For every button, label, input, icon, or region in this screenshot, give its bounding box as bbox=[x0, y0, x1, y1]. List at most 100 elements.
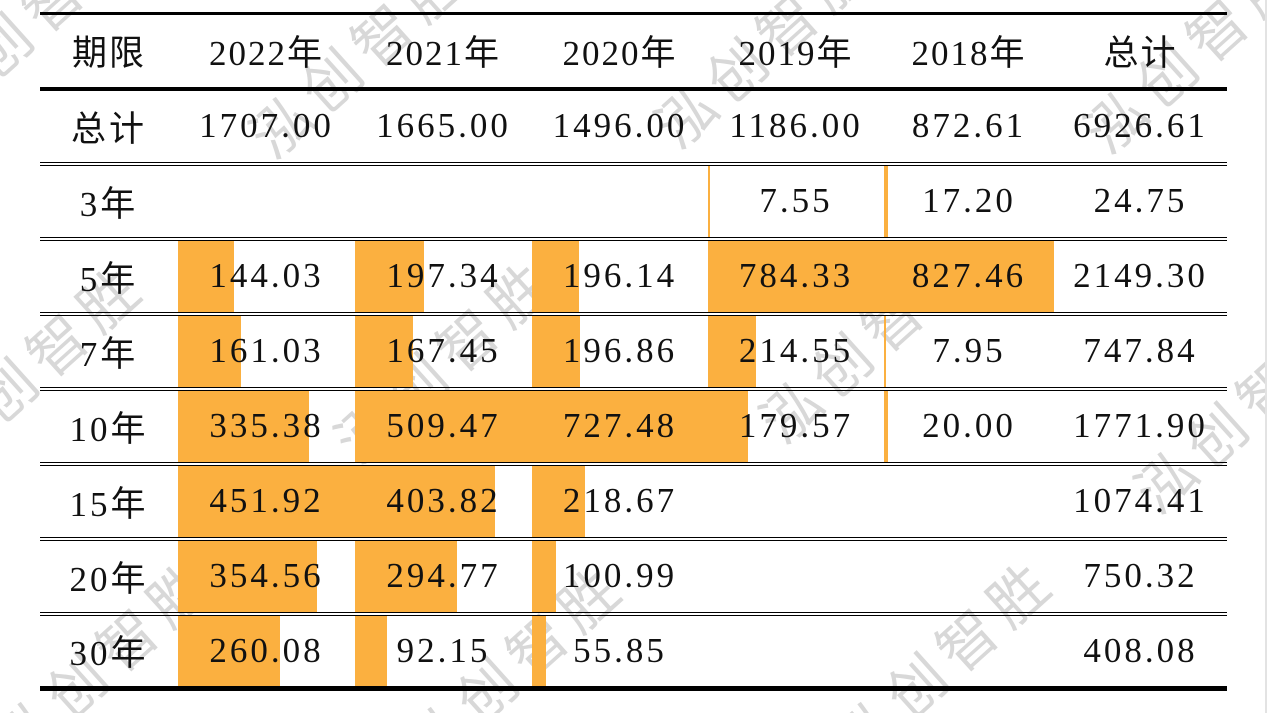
cell-3y-2018: 17.20 bbox=[884, 161, 1054, 239]
cell-value: 196.86 bbox=[562, 331, 678, 370]
col-header-term: 期限 bbox=[40, 13, 178, 91]
cell-15y-2018 bbox=[884, 461, 1054, 539]
col-header-label: 总计 bbox=[1103, 34, 1178, 74]
row-label: 7年 bbox=[40, 311, 178, 389]
data-bar bbox=[355, 467, 496, 537]
row-label-text: 3年 bbox=[79, 184, 139, 224]
cell-value: 750.32 bbox=[1083, 556, 1198, 595]
right-edge-line bbox=[1265, 0, 1267, 713]
row-label: 总计 bbox=[40, 89, 178, 164]
data-bar bbox=[884, 167, 888, 237]
cell-total-2021: 1665.00 bbox=[355, 89, 532, 164]
col-header-2019: 2019年 bbox=[708, 13, 884, 91]
cell-value: 17.20 bbox=[922, 181, 1016, 220]
cell-5y-2022: 144.03 bbox=[178, 236, 355, 314]
cell-10y-2020: 727.48 bbox=[532, 386, 708, 464]
row-label: 3年 bbox=[40, 161, 178, 239]
col-header-label: 2020年 bbox=[562, 34, 678, 74]
cell-30y-total: 408.08 bbox=[1054, 611, 1227, 689]
cell-5y-2018: 827.46 bbox=[884, 236, 1054, 314]
table-row-10y: 10年 335.38 509.47 727.48 179.57 20.00 17… bbox=[40, 386, 1227, 464]
col-header-2018: 2018年 bbox=[884, 13, 1054, 91]
row-label-text: 10年 bbox=[69, 409, 149, 449]
table-row-7y: 7年 161.03 167.45 196.86 214.55 7.95 747.… bbox=[40, 311, 1227, 389]
cell-value: 179.57 bbox=[738, 406, 854, 445]
data-bar bbox=[708, 392, 749, 462]
data-bar bbox=[178, 467, 355, 537]
cell-7y-2021: 167.45 bbox=[355, 311, 532, 389]
data-bar bbox=[178, 317, 242, 387]
cell-20y-2021: 294.77 bbox=[355, 536, 532, 614]
cell-value: 2149.30 bbox=[1073, 256, 1208, 295]
data-bar bbox=[532, 467, 585, 537]
cell-15y-2019 bbox=[708, 461, 884, 539]
data-bar bbox=[532, 542, 557, 612]
table-row-3y: 3年 7.55 17.20 24.75 bbox=[40, 161, 1227, 239]
cell-value: 100.99 bbox=[562, 556, 678, 595]
col-header-label: 2021年 bbox=[385, 34, 501, 74]
data-bar bbox=[355, 242, 424, 312]
data-bar bbox=[884, 317, 886, 387]
col-header-2022: 2022年 bbox=[178, 13, 355, 91]
cell-value: 451.92 bbox=[209, 481, 324, 520]
row-label-text: 总计 bbox=[70, 109, 147, 149]
row-label-text: 15年 bbox=[69, 484, 149, 524]
row-label-text: 7年 bbox=[79, 334, 139, 374]
cell-30y-2018 bbox=[884, 611, 1054, 689]
row-label-text: 5年 bbox=[79, 259, 139, 299]
table-row-20y: 20年 354.56 294.77 100.99 750.32 bbox=[40, 536, 1227, 614]
cell-10y-2021: 509.47 bbox=[355, 386, 532, 464]
data-bar bbox=[355, 617, 388, 686]
cell-5y-total: 2149.30 bbox=[1054, 236, 1227, 314]
row-label: 15年 bbox=[40, 461, 178, 539]
row-label-text: 20年 bbox=[69, 559, 149, 599]
data-bar bbox=[355, 317, 414, 387]
data-bar bbox=[178, 392, 310, 462]
cell-10y-2022: 335.38 bbox=[178, 386, 355, 464]
cell-7y-2018: 7.95 bbox=[884, 311, 1054, 389]
cell-value: 197.34 bbox=[386, 256, 501, 295]
data-bar bbox=[708, 167, 710, 237]
cell-3y-2019: 7.55 bbox=[708, 161, 884, 239]
cell-3y-2021 bbox=[355, 161, 532, 239]
cell-value: 92.15 bbox=[396, 630, 491, 670]
table-row-15y: 15年 451.92 403.82 218.67 1074.41 bbox=[40, 461, 1227, 539]
cell-value: 509.47 bbox=[386, 406, 501, 445]
cell-15y-2022: 451.92 bbox=[178, 461, 355, 539]
cell-value: 55.85 bbox=[573, 630, 667, 670]
cell-15y-2021: 403.82 bbox=[355, 461, 532, 539]
cell-total-total: 6926.61 bbox=[1054, 89, 1227, 164]
col-header-label: 期限 bbox=[71, 34, 146, 74]
cell-3y-total: 24.75 bbox=[1054, 161, 1227, 239]
row-label-text: 30年 bbox=[69, 634, 149, 674]
col-header-2021: 2021年 bbox=[355, 13, 532, 91]
cell-value: 872.61 bbox=[911, 106, 1027, 145]
term-by-year-table: 期限 2022年 2021年 2020年 2019年 2018年 总计 总计 1… bbox=[40, 12, 1227, 691]
cell-total-2020: 1496.00 bbox=[532, 89, 708, 164]
cell-value: 144.03 bbox=[209, 256, 324, 295]
cell-20y-2022: 354.56 bbox=[178, 536, 355, 614]
cell-value: 1665.00 bbox=[376, 106, 511, 145]
cell-value: 747.84 bbox=[1083, 331, 1198, 370]
data-bar bbox=[355, 542, 458, 612]
cell-total-2018: 872.61 bbox=[884, 89, 1054, 164]
cell-value: 354.56 bbox=[209, 556, 324, 595]
cell-value: 20.00 bbox=[922, 406, 1016, 445]
cell-value: 294.77 bbox=[386, 556, 501, 595]
col-header-2020: 2020年 bbox=[532, 13, 708, 91]
cell-value: 1771.90 bbox=[1073, 406, 1208, 445]
cell-30y-2022: 260.08 bbox=[178, 611, 355, 689]
data-bar bbox=[708, 242, 884, 312]
cell-20y-2018 bbox=[884, 536, 1054, 614]
cell-value: 1496.00 bbox=[552, 106, 688, 145]
row-label: 20年 bbox=[40, 536, 178, 614]
cell-30y-2021: 92.15 bbox=[355, 611, 532, 689]
cell-value: 1186.00 bbox=[729, 106, 863, 145]
data-bar bbox=[532, 242, 580, 312]
cell-7y-2019: 214.55 bbox=[708, 311, 884, 389]
cell-value: 214.55 bbox=[738, 331, 854, 370]
cell-10y-2019: 179.57 bbox=[708, 386, 884, 464]
cell-3y-2020 bbox=[532, 161, 708, 239]
cell-20y-2019 bbox=[708, 536, 884, 614]
